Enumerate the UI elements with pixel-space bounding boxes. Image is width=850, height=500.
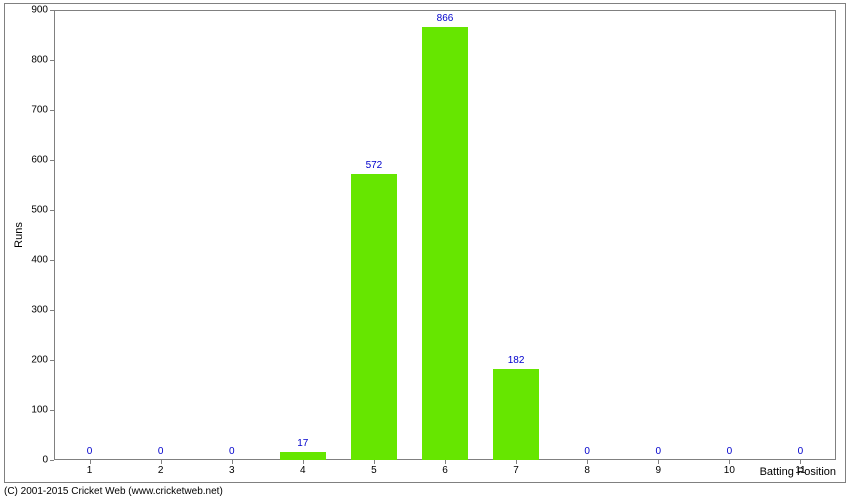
- y-tick-mark: [50, 460, 54, 461]
- bar-value-label: 0: [87, 446, 93, 457]
- bar-value-label: 0: [158, 446, 164, 457]
- x-tick-label: 10: [724, 465, 735, 476]
- x-tick-label: 8: [584, 465, 590, 476]
- y-tick-mark: [50, 10, 54, 11]
- x-tick-mark: [729, 460, 730, 464]
- y-tick-label: 200: [18, 355, 48, 366]
- bar: [493, 369, 538, 460]
- y-tick-mark: [50, 60, 54, 61]
- x-tick-mark: [90, 460, 91, 464]
- y-tick-label: 100: [18, 405, 48, 416]
- bar: [280, 452, 325, 461]
- bar: [351, 174, 396, 460]
- bar-chart: 0100200300400500600700800900102030417557…: [0, 0, 850, 500]
- x-tick-label: 9: [655, 465, 661, 476]
- bar-value-label: 0: [229, 446, 235, 457]
- x-tick-label: 2: [158, 465, 164, 476]
- bar-value-label: 572: [366, 160, 383, 171]
- x-tick-mark: [800, 460, 801, 464]
- y-tick-label: 800: [18, 55, 48, 66]
- x-axis-title: Batting Position: [760, 466, 836, 478]
- bar-value-label: 0: [798, 446, 804, 457]
- bar-value-label: 0: [727, 446, 733, 457]
- y-tick-label: 300: [18, 305, 48, 316]
- x-tick-label: 7: [513, 465, 519, 476]
- y-tick-label: 600: [18, 155, 48, 166]
- y-tick-mark: [50, 260, 54, 261]
- x-tick-mark: [232, 460, 233, 464]
- x-tick-mark: [303, 460, 304, 464]
- y-tick-mark: [50, 110, 54, 111]
- x-tick-label: 4: [300, 465, 306, 476]
- y-axis-title: Runs: [13, 222, 25, 248]
- x-tick-mark: [587, 460, 588, 464]
- bar-value-label: 866: [437, 13, 454, 24]
- x-tick-mark: [374, 460, 375, 464]
- x-tick-label: 3: [229, 465, 235, 476]
- x-tick-mark: [161, 460, 162, 464]
- y-tick-label: 700: [18, 105, 48, 116]
- x-tick-mark: [445, 460, 446, 464]
- y-tick-mark: [50, 360, 54, 361]
- y-tick-mark: [50, 210, 54, 211]
- bar-value-label: 182: [508, 355, 525, 366]
- x-tick-label: 1: [87, 465, 93, 476]
- bar-value-label: 17: [297, 438, 308, 449]
- x-tick-mark: [516, 460, 517, 464]
- y-tick-label: 0: [18, 455, 48, 466]
- y-tick-label: 500: [18, 205, 48, 216]
- bar-value-label: 0: [584, 446, 590, 457]
- bar: [422, 27, 467, 460]
- y-tick-mark: [50, 160, 54, 161]
- x-tick-mark: [658, 460, 659, 464]
- bar-value-label: 0: [655, 446, 661, 457]
- y-tick-label: 400: [18, 255, 48, 266]
- y-tick-mark: [50, 310, 54, 311]
- x-tick-label: 5: [371, 465, 377, 476]
- copyright-text: (C) 2001-2015 Cricket Web (www.cricketwe…: [4, 486, 223, 497]
- y-tick-mark: [50, 410, 54, 411]
- y-tick-label: 900: [18, 5, 48, 16]
- x-tick-label: 6: [442, 465, 448, 476]
